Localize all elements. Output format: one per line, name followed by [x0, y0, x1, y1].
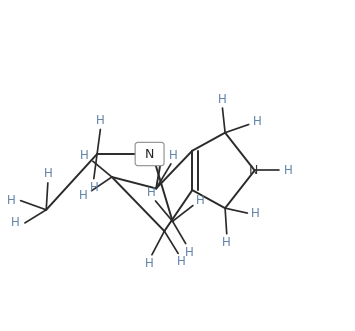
Text: H: H [147, 186, 156, 199]
Text: H: H [80, 150, 89, 163]
Text: H: H [284, 164, 293, 177]
Text: N: N [145, 148, 154, 161]
Text: H: H [11, 216, 20, 229]
Text: H: H [251, 207, 260, 219]
Text: H: H [222, 236, 231, 249]
Text: H: H [43, 167, 52, 180]
Text: H: H [169, 149, 178, 162]
Text: N: N [249, 164, 258, 177]
Text: H: H [145, 257, 154, 270]
Text: H: H [196, 194, 204, 207]
FancyBboxPatch shape [135, 142, 164, 166]
Text: H: H [176, 256, 185, 268]
Text: H: H [252, 115, 261, 128]
Text: H: H [96, 114, 105, 127]
Text: H: H [218, 93, 227, 106]
Text: H: H [7, 194, 16, 207]
Text: H: H [79, 189, 88, 202]
Text: H: H [185, 246, 193, 259]
Text: H: H [89, 181, 98, 194]
